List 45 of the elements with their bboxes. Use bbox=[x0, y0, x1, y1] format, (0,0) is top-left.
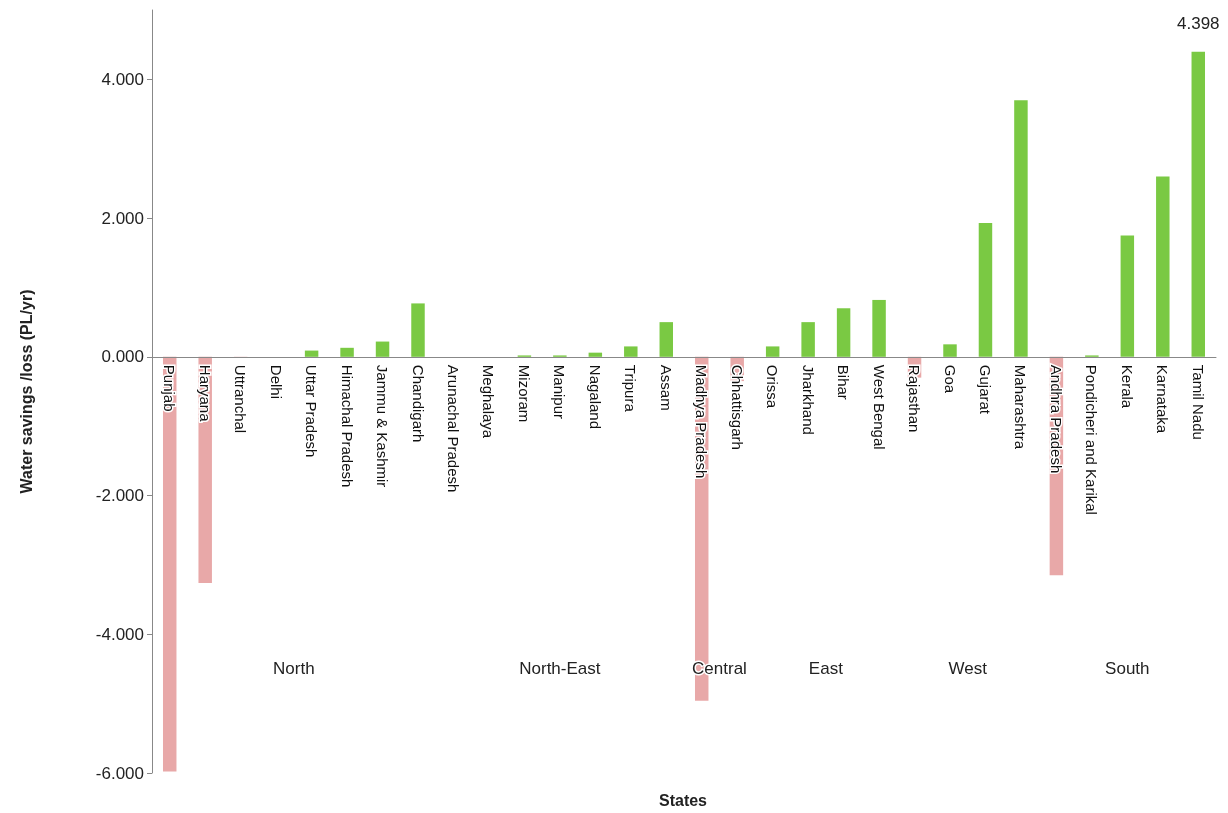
annotation: East bbox=[808, 658, 844, 678]
annotation: North bbox=[273, 658, 315, 678]
x-tick-label: Maharashtra bbox=[1012, 364, 1030, 450]
x-tick-label: West Bengal bbox=[870, 364, 888, 450]
x-tick-label: Meghalaya bbox=[480, 364, 498, 439]
y-tick-label: -2.000 bbox=[95, 486, 144, 506]
x-tick-label: Rajasthan bbox=[906, 364, 924, 433]
x-tick-label: Punjab bbox=[161, 364, 179, 412]
x-tick-label: Jammu & Kashmir bbox=[374, 364, 392, 488]
x-tick-label: Kerala bbox=[1118, 364, 1136, 409]
x-tick-label: Nagaland bbox=[586, 364, 604, 430]
x-tick-label: Tripura bbox=[622, 364, 640, 413]
x-tick-label: Uttranchal bbox=[232, 364, 250, 434]
x-tick-label: Haryana bbox=[196, 364, 214, 423]
annotation: South bbox=[1105, 658, 1150, 678]
x-tick-label: Mizoram bbox=[515, 364, 533, 423]
y-tick-label: -4.000 bbox=[95, 624, 144, 644]
x-tick-label: Chandigarh bbox=[409, 364, 427, 443]
x-tick-label: Arunachal Pradesh bbox=[444, 364, 462, 493]
x-tick-label: Chhattisgarh bbox=[728, 364, 746, 450]
y-axis-title: Water savings /loss (PL/yr) bbox=[17, 289, 35, 494]
x-tick-label: Delhi bbox=[267, 364, 285, 400]
x-tick-label: Bihar bbox=[835, 364, 853, 400]
x-tick-label: Andhra Pradesh bbox=[1047, 364, 1065, 474]
y-tick-label: 2.000 bbox=[101, 208, 144, 228]
x-tick-label: Karnataka bbox=[1154, 364, 1172, 434]
x-tick-label: Himachal Pradesh bbox=[338, 364, 356, 488]
x-tick-label: Jharkhand bbox=[799, 364, 817, 435]
x-tick-label: Madhya Pradesh bbox=[693, 364, 711, 479]
y-tick-label: 0.000 bbox=[101, 347, 144, 367]
x-tick-label: Pondicheri and Karikal bbox=[1083, 364, 1101, 515]
annotation: Central bbox=[692, 658, 747, 678]
x-axis-title: States bbox=[658, 791, 708, 809]
x-tick-label: Goa bbox=[941, 364, 959, 394]
x-tick-label: Tamil Nadu bbox=[1189, 364, 1207, 440]
annotation: North-East bbox=[519, 658, 601, 678]
x-tick-label: Uttar Pradesh bbox=[303, 364, 321, 458]
annotation: West bbox=[948, 658, 988, 678]
y-tick-label: -6.000 bbox=[95, 763, 144, 783]
data-label: 4.398 bbox=[1176, 13, 1220, 33]
x-tick-label: Gujarat bbox=[976, 364, 994, 415]
x-tick-label: Orissa bbox=[764, 364, 782, 409]
x-tick-label: Assam bbox=[657, 364, 675, 411]
x-tick-label: Manipur bbox=[551, 364, 569, 420]
y-tick-label: 4.000 bbox=[101, 69, 144, 89]
